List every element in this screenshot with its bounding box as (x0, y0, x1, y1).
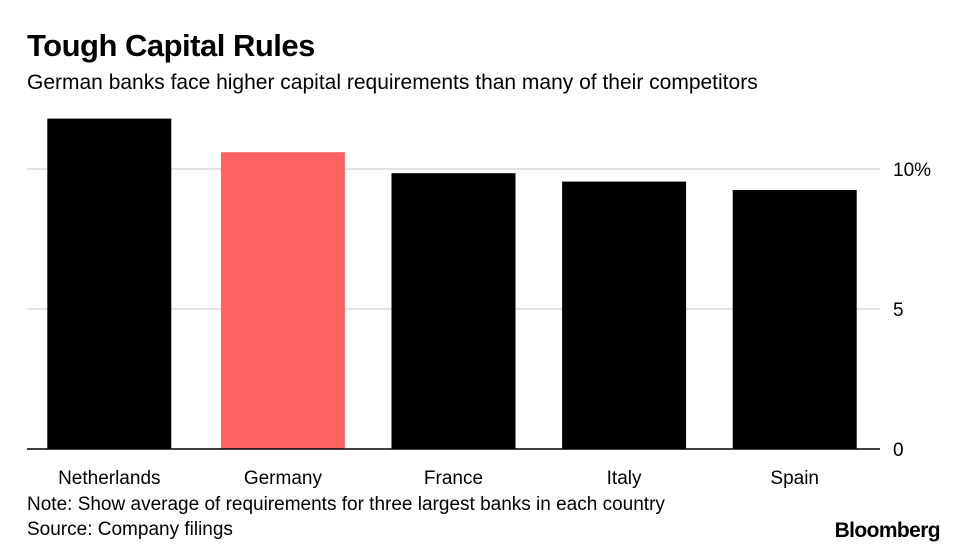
y-tick-label: 10% (893, 160, 931, 181)
x-tick-label: Germany (244, 468, 323, 489)
x-tick-label: Spain (770, 468, 819, 489)
x-tick-label: Netherlands (58, 468, 160, 489)
chart-subtitle: German banks face higher capital require… (27, 71, 758, 94)
chart-note: Note: Show average of requirements for t… (27, 494, 665, 515)
bar-italy (562, 181, 687, 449)
bar-germany (220, 152, 345, 449)
y-tick-label: 5 (893, 300, 904, 321)
chart-title: Tough Capital Rules (27, 28, 315, 63)
bar-france (391, 173, 516, 449)
bar-netherlands (47, 118, 172, 449)
bloomberg-logo: Bloomberg (834, 519, 941, 542)
chart-source: Source: Company filings (27, 519, 233, 540)
x-tick-label: Italy (607, 468, 642, 489)
bar-spain (732, 190, 857, 449)
x-tick-label: France (424, 468, 483, 489)
y-tick-label: 0 (893, 440, 904, 461)
